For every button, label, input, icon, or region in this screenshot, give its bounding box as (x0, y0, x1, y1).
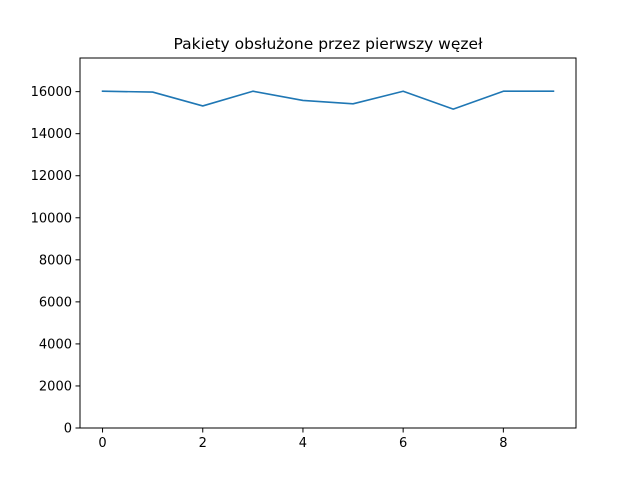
y-tick-label: 14000 (31, 127, 72, 142)
y-tick-label: 12000 (31, 169, 72, 184)
x-tick-label: 2 (199, 436, 207, 451)
y-tick-label: 0 (64, 422, 72, 437)
series-layer (101, 90, 555, 110)
y-tick-label: 2000 (39, 379, 72, 394)
series-line (101, 90, 555, 110)
y-tick-label: 4000 (39, 337, 72, 352)
x-tick-label: 0 (98, 436, 106, 451)
x-tick-label: 6 (399, 436, 407, 451)
chart-title: Pakiety obsłużone przez pierwszy węzeł (174, 35, 484, 53)
x-tick-label: 4 (299, 436, 307, 451)
y-tick-label: 16000 (31, 85, 72, 100)
x-tick-label: 8 (499, 436, 507, 451)
y-tick-label: 10000 (31, 211, 72, 226)
axes-frame (79, 57, 577, 429)
y-tick-label: 6000 (39, 295, 72, 310)
y-tick-label: 8000 (39, 253, 72, 268)
axis-ticks: 0 2 4 6 8 0 2000 4000 6000 8000 10000 12000 14000 160… (31, 85, 508, 451)
